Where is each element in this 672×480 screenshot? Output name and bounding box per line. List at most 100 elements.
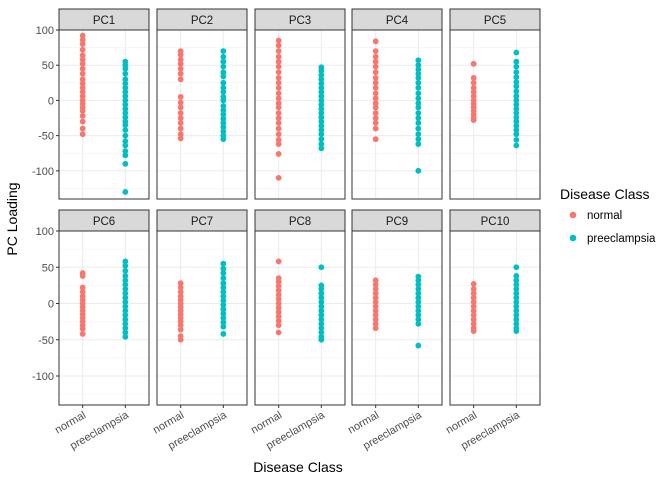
data-point-normal: [470, 328, 477, 334]
facet-panel-pc1: PC1: [58, 8, 150, 200]
data-point-preeclampsia: [220, 120, 227, 126]
facet-panel-pc7: PC7: [156, 209, 248, 406]
y-tick-label: 0: [48, 95, 54, 107]
data-point-normal: [372, 79, 379, 86]
data-point-preeclampsia: [415, 110, 422, 116]
facet-strip-label: PC2: [191, 15, 213, 27]
data-point-normal: [177, 326, 184, 333]
data-point-preeclampsia: [513, 281, 520, 288]
facet-strip-label: PC9: [386, 216, 408, 228]
data-point-preeclampsia: [122, 281, 129, 288]
data-point-normal: [275, 69, 282, 76]
data-point-normal: [275, 309, 282, 316]
data-point-preeclampsia: [513, 273, 520, 279]
data-point-preeclampsia: [318, 294, 325, 301]
legend-label-preeclampsia: preeclampsia: [587, 233, 656, 245]
data-point-normal: [372, 95, 379, 102]
data-point-preeclampsia: [318, 131, 325, 138]
panel-background: [157, 231, 247, 405]
data-point-preeclampsia: [513, 320, 520, 327]
data-point-preeclampsia: [220, 84, 227, 91]
data-point-preeclampsia: [513, 277, 520, 284]
data-point-normal: [275, 291, 282, 298]
data-point-preeclampsia: [513, 118, 520, 125]
data-point-preeclampsia: [415, 136, 422, 143]
data-point-preeclampsia: [220, 331, 227, 337]
data-point-preeclampsia: [220, 97, 227, 104]
data-point-normal: [79, 89, 86, 95]
data-point-normal: [79, 113, 86, 119]
panel-background: [255, 231, 345, 405]
panel-background: [59, 231, 149, 405]
data-point-preeclampsia: [220, 107, 227, 114]
data-point-preeclampsia: [318, 93, 325, 100]
data-point-normal: [275, 278, 282, 285]
data-point-preeclampsia: [513, 122, 520, 129]
data-point-preeclampsia: [122, 258, 129, 265]
data-point-preeclampsia: [513, 63, 520, 70]
data-point-preeclampsia: [415, 90, 422, 97]
data-point-preeclampsia: [220, 323, 227, 330]
legend: Disease Class normal preeclampsia: [560, 186, 656, 245]
panel-background: [157, 30, 247, 199]
x-axis-label: Disease Class: [253, 459, 342, 475]
data-point-preeclampsia: [415, 57, 422, 64]
data-point-preeclampsia: [513, 316, 520, 323]
data-point-preeclampsia: [122, 70, 129, 77]
panel-background: [450, 30, 540, 199]
panel-border: [254, 230, 346, 406]
data-point-normal: [275, 58, 282, 65]
data-point-preeclampsia: [122, 105, 129, 112]
data-point-preeclampsia: [318, 145, 325, 152]
data-point-preeclampsia: [318, 307, 325, 314]
data-point-normal: [470, 299, 477, 305]
data-point-preeclampsia: [513, 88, 520, 95]
data-point-normal: [79, 41, 86, 47]
facet-strip-label: PC3: [289, 15, 311, 27]
data-point-preeclampsia: [318, 105, 325, 112]
data-point-preeclampsia: [415, 120, 422, 126]
data-point-preeclampsia: [415, 131, 422, 138]
data-point-normal: [177, 93, 184, 100]
data-point-normal: [79, 80, 86, 87]
data-point-preeclampsia: [122, 273, 129, 279]
data-point-preeclampsia: [415, 62, 422, 69]
data-point-normal: [372, 100, 379, 107]
data-point-normal: [372, 69, 379, 76]
data-point-normal: [470, 79, 477, 86]
data-point-preeclampsia: [415, 277, 422, 284]
data-point-preeclampsia: [318, 127, 325, 133]
data-point-preeclampsia: [220, 115, 227, 122]
data-point-preeclampsia: [220, 136, 227, 143]
data-point-normal: [79, 60, 86, 67]
data-point-normal: [372, 74, 379, 81]
data-point-preeclampsia: [415, 66, 422, 73]
data-point-preeclampsia: [122, 93, 129, 100]
data-point-normal: [79, 93, 86, 100]
panel-background: [450, 231, 540, 405]
data-point-preeclampsia: [513, 105, 520, 112]
data-point-normal: [177, 104, 184, 111]
data-point-normal: [470, 303, 477, 310]
data-point-preeclampsia: [220, 103, 227, 109]
data-point-preeclampsia: [122, 329, 129, 336]
data-point-preeclampsia: [122, 101, 129, 108]
data-point-preeclampsia: [318, 325, 325, 332]
data-point-normal: [470, 307, 477, 314]
data-point-preeclampsia: [513, 290, 520, 297]
data-point-normal: [79, 56, 86, 63]
y-tick-label: 50: [42, 60, 54, 72]
panel-border: [156, 29, 248, 200]
data-point-preeclampsia: [220, 265, 227, 272]
data-point-preeclampsia: [415, 79, 422, 86]
data-point-preeclampsia: [415, 141, 422, 147]
data-point-preeclampsia: [513, 93, 520, 100]
data-point-preeclampsia: [220, 260, 227, 267]
y-tick-label: 100: [36, 226, 54, 238]
data-point-normal: [372, 281, 379, 288]
data-point-normal: [177, 51, 184, 58]
legend-key-preeclampsia: [569, 234, 577, 242]
data-point-preeclampsia: [220, 79, 227, 86]
data-point-preeclampsia: [513, 264, 520, 271]
data-point-preeclampsia: [122, 76, 129, 83]
